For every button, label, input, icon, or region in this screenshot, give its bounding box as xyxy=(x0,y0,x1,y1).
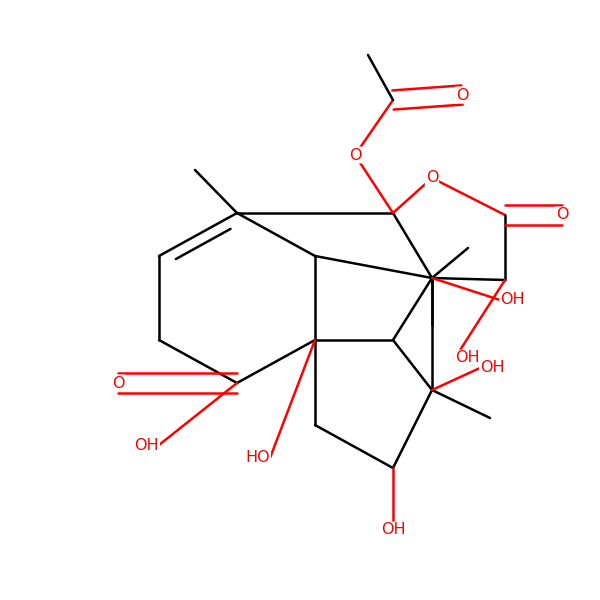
Text: HO: HO xyxy=(245,451,270,466)
Text: OH: OH xyxy=(380,523,406,538)
Text: OH: OH xyxy=(480,361,505,376)
Text: OH: OH xyxy=(500,292,524,307)
Text: O: O xyxy=(456,88,468,103)
Text: O: O xyxy=(426,170,438,185)
Text: OH: OH xyxy=(455,350,479,365)
Text: O: O xyxy=(112,376,124,391)
Text: O: O xyxy=(349,148,361,163)
Text: O: O xyxy=(556,208,568,223)
Text: OH: OH xyxy=(134,437,159,452)
